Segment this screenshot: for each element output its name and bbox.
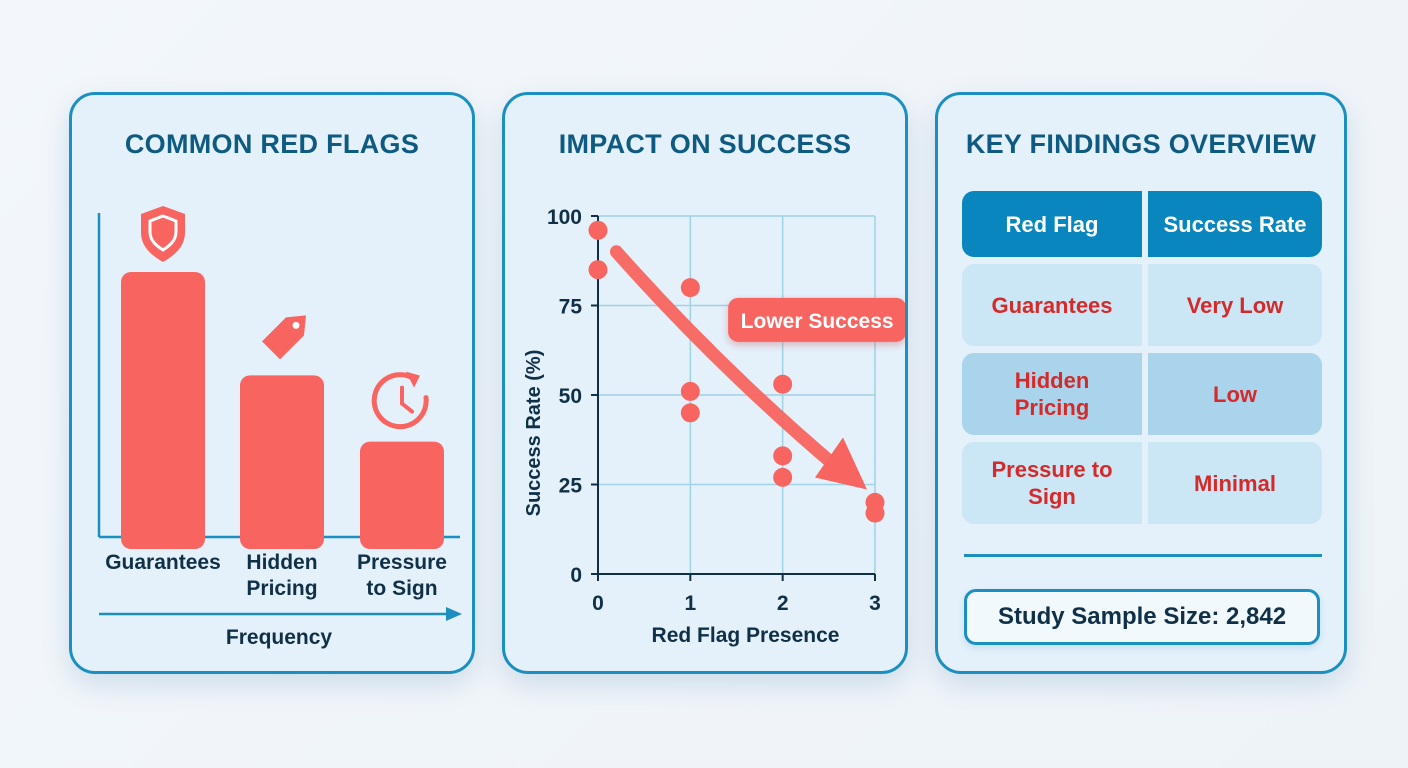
table-row-3-flag: Pressure to Sign bbox=[962, 442, 1142, 524]
scatter-point-9 bbox=[865, 503, 885, 523]
price-tag-icon bbox=[262, 315, 306, 360]
findings-title: KEY FINDINGS OVERVIEW bbox=[965, 129, 1317, 159]
scatter-point-1 bbox=[588, 260, 608, 280]
table-header-red-flag: Red Flag bbox=[962, 191, 1142, 257]
table-header-success-rate: Success Rate bbox=[1148, 191, 1322, 257]
sample-size-box: Study Sample Size: 2,842 bbox=[964, 589, 1320, 645]
red-flags-bar-chart: Guarantees Hidden Pricing Pressure to Sign Fr… bbox=[97, 206, 462, 649]
y-tick-label-0: 0 bbox=[570, 564, 582, 587]
x-tick-label-1: 1 bbox=[684, 592, 696, 615]
scatter-point-3 bbox=[680, 381, 700, 401]
x-tick-label-2: 2 bbox=[777, 592, 789, 615]
table-row-1-rate: Very Low bbox=[1148, 264, 1322, 346]
shield-icon bbox=[141, 206, 185, 262]
impact-panel: IMPACT ON SUCCESS 0 25 50 75 100 0 1 2 3 Red Flag… bbox=[502, 92, 908, 674]
table-row-2-rate: Low bbox=[1148, 353, 1322, 435]
scatter-point-4 bbox=[680, 403, 700, 423]
frequency-arrow-head bbox=[446, 607, 462, 621]
findings-panel: KEY FINDINGS OVERVIEW Red Flag Success R… bbox=[935, 92, 1347, 674]
scatter-point-0 bbox=[588, 220, 608, 240]
x-tick-label-0: 0 bbox=[592, 592, 604, 615]
category-label-1: Hidden Pricing bbox=[246, 551, 317, 600]
scatter-point-7 bbox=[773, 467, 793, 487]
y-tick-label-100: 100 bbox=[547, 206, 582, 229]
y-axis-label: Success Rate (%) bbox=[523, 350, 545, 517]
scatter-point-2 bbox=[680, 278, 700, 298]
bar-pressure-to-sign bbox=[360, 441, 444, 549]
impact-title: IMPACT ON SUCCESS bbox=[558, 129, 852, 159]
clock-refresh-icon bbox=[371, 371, 429, 430]
y-tick-label-75: 75 bbox=[559, 296, 583, 319]
y-tick-label-50: 50 bbox=[559, 385, 582, 408]
table-row-2-flag: Hidden Pricing bbox=[962, 353, 1142, 435]
trend-arrow-line bbox=[609, 245, 844, 474]
category-label-0: Guarantees bbox=[105, 551, 221, 574]
trend-arrow-head bbox=[815, 437, 867, 490]
y-tick-label-25: 25 bbox=[559, 475, 583, 498]
annotation-text: Lower Success bbox=[741, 310, 894, 333]
red-flags-title: COMMON RED FLAGS bbox=[124, 129, 420, 159]
impact-scatter-chart: 0 25 50 75 100 0 1 2 3 Red Flag Presence Success R… bbox=[523, 206, 905, 647]
x-tick-label-3: 3 bbox=[869, 592, 881, 615]
x-axis-label: Red Flag Presence bbox=[652, 624, 840, 647]
category-label-2: Pressure to Sign bbox=[357, 551, 447, 600]
table-row-3-rate: Minimal bbox=[1148, 442, 1322, 524]
frequency-label: Frequency bbox=[226, 626, 333, 649]
scatter-point-6 bbox=[773, 446, 793, 466]
table-row-1-flag: Guarantees bbox=[962, 264, 1142, 346]
bar-hidden-pricing bbox=[240, 375, 324, 549]
annotation-badge bbox=[728, 297, 905, 342]
bar-guarantees bbox=[121, 272, 205, 549]
scatter-point-5 bbox=[773, 374, 793, 394]
table-divider bbox=[964, 554, 1322, 557]
red-flags-panel: COMMON RED FLAGS Guarantees Hidden Pricing… bbox=[69, 92, 475, 674]
